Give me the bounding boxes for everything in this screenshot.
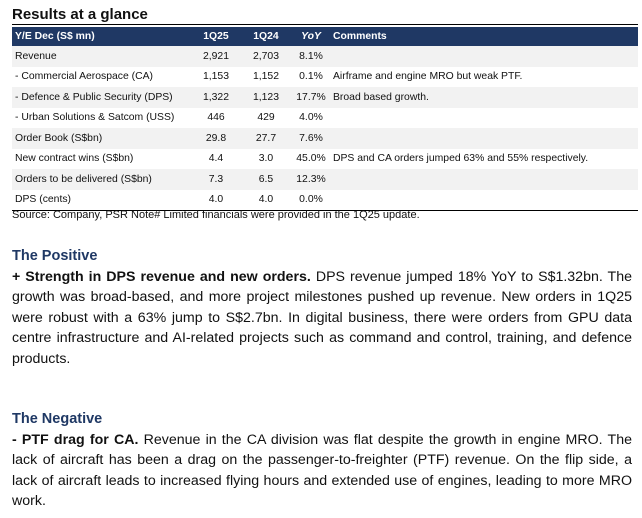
row-label: Revenue bbox=[15, 50, 57, 62]
cell-1q24: 1,152 bbox=[252, 71, 279, 83]
row-label: New contract wins (S$bn) bbox=[15, 153, 134, 165]
cell-comment: DPS and CA orders jumped 63% and 55% res… bbox=[333, 153, 589, 165]
negative-paragraph: - PTF drag for CA. Revenue in the CA div… bbox=[12, 430, 632, 512]
cell-comment: Airframe and engine MRO but weak PTF. bbox=[333, 71, 523, 83]
cell-1q25: 2,921 bbox=[202, 50, 229, 62]
negative-body: Revenue in the CA division was flat desp… bbox=[12, 432, 632, 510]
cell-1q24: 2,703 bbox=[252, 50, 279, 62]
cell-1q24: 429 bbox=[257, 112, 275, 124]
row-label: - Defence & Public Security (DPS) bbox=[15, 91, 173, 103]
cell-1q24: 1,123 bbox=[252, 91, 279, 103]
cell-1q25: 446 bbox=[207, 112, 225, 124]
cell-1q25: 29.8 bbox=[205, 132, 227, 144]
row-label: - Urban Solutions & Satcom (USS) bbox=[15, 112, 175, 124]
cell-yoy: 45.0% bbox=[296, 153, 326, 165]
table-row: - Urban Solutions & Satcom (USS) 446 429… bbox=[12, 107, 638, 129]
header-1q25: 1Q25 bbox=[203, 31, 229, 42]
row-label: DPS (cents) bbox=[12, 189, 192, 211]
cell-1q25: 4.4 bbox=[208, 153, 224, 165]
cell-1q25: 1,153 bbox=[202, 71, 229, 83]
table-row: New contract wins (S$bn) 4.4 3.0 45.0% D… bbox=[12, 148, 638, 169]
cell-comment: Broad based growth. bbox=[333, 91, 429, 103]
cell-yoy: 7.6% bbox=[299, 132, 323, 144]
positive-lead: + Strength in DPS revenue and new orders… bbox=[12, 269, 311, 285]
cell-yoy: 17.7% bbox=[296, 91, 326, 103]
cell-comment bbox=[330, 108, 638, 129]
header-label: Y/E Dec (S$ mn) bbox=[15, 31, 95, 42]
cell-yoy: 0.0% bbox=[292, 189, 330, 211]
negative-heading: The Negative bbox=[12, 411, 103, 427]
cell-1q25: 7.3 bbox=[208, 173, 224, 185]
table-row: Order Book (S$bn) 29.8 27.7 7.6% bbox=[12, 128, 638, 149]
cell-1q24: 27.7 bbox=[255, 132, 277, 144]
table-row: - Commercial Aerospace (CA) 1,153 1,152 … bbox=[12, 66, 638, 87]
table-row: Revenue 2,921 2,703 8.1% bbox=[12, 46, 638, 67]
section-title: Results at a glance bbox=[12, 6, 638, 25]
results-table: Y/E Dec (S$ mn) 1Q25 1Q24 YoY Comments R… bbox=[12, 27, 638, 211]
cell-yoy: 8.1% bbox=[299, 50, 323, 62]
cell-1q24: 3.0 bbox=[258, 153, 274, 165]
table-row: - Defence & Public Security (DPS) 1,322 … bbox=[12, 87, 638, 108]
row-label: - Commercial Aerospace (CA) bbox=[15, 71, 154, 83]
table-source-note: Source: Company, PSR Note# Limited finan… bbox=[12, 209, 420, 221]
cell-1q25: 1,322 bbox=[202, 91, 229, 103]
table-header-row: Y/E Dec (S$ mn) 1Q25 1Q24 YoY Comments bbox=[12, 27, 638, 46]
cell-1q24: 6.5 bbox=[258, 173, 274, 185]
cell-comment bbox=[330, 46, 638, 67]
table-row: Orders to be delivered (S$bn) 7.3 6.5 12… bbox=[12, 169, 638, 190]
row-label: Orders to be delivered (S$bn) bbox=[15, 173, 152, 185]
table-row: DPS (cents) 4.0 4.0 0.0% bbox=[12, 189, 638, 211]
cell-yoy: 0.1% bbox=[299, 71, 323, 83]
cell-yoy: 12.3% bbox=[296, 173, 326, 185]
positive-paragraph: + Strength in DPS revenue and new orders… bbox=[12, 267, 632, 369]
cell-1q25: 4.0 bbox=[192, 189, 240, 211]
cell-yoy: 4.0% bbox=[299, 112, 323, 124]
cell-1q24: 4.0 bbox=[240, 189, 292, 211]
header-comments: Comments bbox=[333, 31, 387, 42]
positive-body: DPS revenue jumped 18% YoY to S$1.32bn. … bbox=[12, 269, 632, 367]
header-yoy: YoY bbox=[301, 31, 321, 42]
header-1q24: 1Q24 bbox=[253, 31, 279, 42]
positive-heading: The Positive bbox=[12, 248, 98, 264]
negative-lead: - PTF drag for CA. bbox=[12, 432, 139, 448]
cell-comment bbox=[330, 128, 638, 149]
row-label: Order Book (S$bn) bbox=[15, 132, 103, 144]
cell-comment bbox=[330, 169, 638, 190]
cell-comment bbox=[330, 189, 638, 211]
